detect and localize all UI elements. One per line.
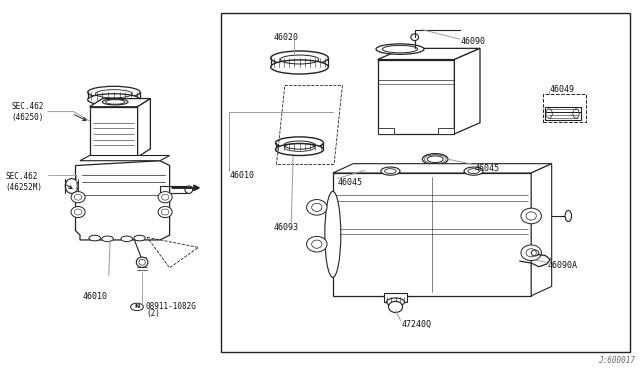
Polygon shape [438,128,454,134]
Ellipse shape [422,154,448,165]
Polygon shape [545,107,581,120]
Ellipse shape [565,211,572,222]
Polygon shape [531,164,552,296]
Ellipse shape [521,245,541,260]
Text: 47240Q: 47240Q [402,320,432,329]
Ellipse shape [271,60,328,74]
Text: SEC.462
(46250): SEC.462 (46250) [12,102,44,122]
Text: 46093: 46093 [274,223,299,232]
Ellipse shape [381,167,400,175]
Ellipse shape [158,206,172,218]
Polygon shape [90,107,138,157]
Polygon shape [384,293,407,302]
Polygon shape [378,60,454,134]
Polygon shape [138,99,150,157]
Polygon shape [90,99,150,107]
Ellipse shape [376,44,424,54]
Text: 08911-1082G: 08911-1082G [146,302,196,311]
Polygon shape [378,128,394,134]
Text: 46049: 46049 [549,85,574,94]
Ellipse shape [136,257,148,267]
Text: N: N [134,304,140,310]
Text: 46090A: 46090A [547,262,577,270]
Ellipse shape [89,235,100,241]
Ellipse shape [307,199,327,215]
Polygon shape [378,48,480,60]
Polygon shape [333,164,552,173]
Text: SEC.462
(46252M): SEC.462 (46252M) [5,172,42,192]
Ellipse shape [464,167,483,175]
Ellipse shape [134,235,145,241]
Text: (2): (2) [146,309,160,318]
Ellipse shape [102,236,113,242]
Ellipse shape [388,301,403,312]
Ellipse shape [359,165,383,176]
Ellipse shape [387,298,404,306]
Ellipse shape [325,191,341,277]
Ellipse shape [71,206,85,218]
Polygon shape [333,173,531,296]
Text: 46090: 46090 [461,37,486,46]
Ellipse shape [271,51,328,65]
Bar [543,94,586,122]
Text: 46010: 46010 [229,171,254,180]
Ellipse shape [88,94,140,106]
Ellipse shape [411,34,419,41]
Ellipse shape [307,236,327,252]
Ellipse shape [185,186,193,193]
Ellipse shape [71,192,85,203]
Text: 46020: 46020 [274,33,299,42]
Ellipse shape [521,208,541,224]
Polygon shape [76,161,170,240]
Ellipse shape [158,192,172,203]
Text: 46045: 46045 [338,178,363,187]
Ellipse shape [65,179,78,193]
Polygon shape [80,155,170,161]
Ellipse shape [275,144,324,155]
Ellipse shape [88,86,140,98]
Bar [221,13,630,352]
Polygon shape [454,48,480,134]
Text: J:600017: J:600017 [598,356,635,365]
Ellipse shape [275,137,324,149]
Text: 46010: 46010 [82,292,108,301]
Ellipse shape [121,236,132,242]
Text: 46045: 46045 [475,164,500,173]
